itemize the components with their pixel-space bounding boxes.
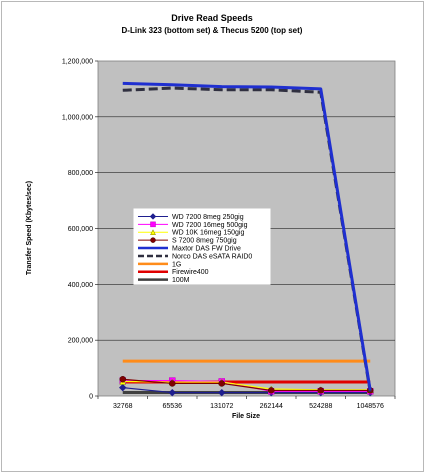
y-tick-label: 800,000 <box>68 170 93 177</box>
x-tick-label: 262144 <box>260 403 283 410</box>
x-axis-ticks: 32768 65536 131072 262144 524288 1048576 <box>97 396 396 410</box>
marker-diamond <box>149 213 157 220</box>
y-tick-label: 0 <box>89 394 93 401</box>
marker-square <box>150 221 156 228</box>
y-tick-label: 400,000 <box>68 282 93 289</box>
y-axis-title: Transfer Speed (Kbytes/sec) <box>26 181 33 275</box>
x-tick-label: 524288 <box>309 403 332 410</box>
legend-label: S 7200 8meg 750gig <box>172 238 237 245</box>
series-line <box>122 378 371 392</box>
legend-label: Maxtor DAS FW Drive <box>172 245 241 252</box>
legend-label: Firewire400 <box>172 269 209 276</box>
x-tick-label: 65536 <box>163 403 183 410</box>
marker-circle <box>317 387 324 394</box>
x-axis-title: File Size <box>232 413 260 420</box>
legend-label: 100M <box>172 277 190 284</box>
chart-subtitle: D-Link 323 (bottom set) & Thecus 5200 (t… <box>122 26 303 35</box>
series-line <box>122 387 371 394</box>
legend-label: WD 10K 16meg 150gig <box>172 230 244 237</box>
series-line <box>122 81 372 391</box>
y-tick-label: 600,000 <box>68 226 93 233</box>
marker-circle <box>169 380 176 387</box>
x-tick-label: 32768 <box>113 403 133 410</box>
marker-circle <box>268 387 275 394</box>
legend-label: WD 7200 16meg 500gig <box>172 222 248 229</box>
chart-title: Drive Read Speeds <box>171 13 253 23</box>
legend-label: Norco DAS eSATA RAID0 <box>172 253 252 260</box>
y-tick-label: 1,200,000 <box>62 59 93 66</box>
marker-circle <box>218 380 225 387</box>
legend-label: WD 7200 8meg 250gig <box>172 214 244 221</box>
marker-circle <box>119 376 126 383</box>
x-tick-label: 1048576 <box>357 403 384 410</box>
marker-diamond <box>218 388 226 397</box>
series-layer <box>119 81 374 397</box>
x-tick-label: 131072 <box>210 403 233 410</box>
legend-label: 1G <box>172 261 181 268</box>
y-tick-label: 200,000 <box>68 338 93 345</box>
y-tick-label: 1,000,000 <box>62 114 93 121</box>
marker-diamond <box>168 388 176 397</box>
marker-triangle <box>150 229 156 235</box>
marker-diamond <box>119 383 127 392</box>
y-axis-ticks: 0 200,000 400,000 600,000 800,000 1,000,000 1,… <box>62 59 98 401</box>
marker-circle <box>150 237 156 243</box>
